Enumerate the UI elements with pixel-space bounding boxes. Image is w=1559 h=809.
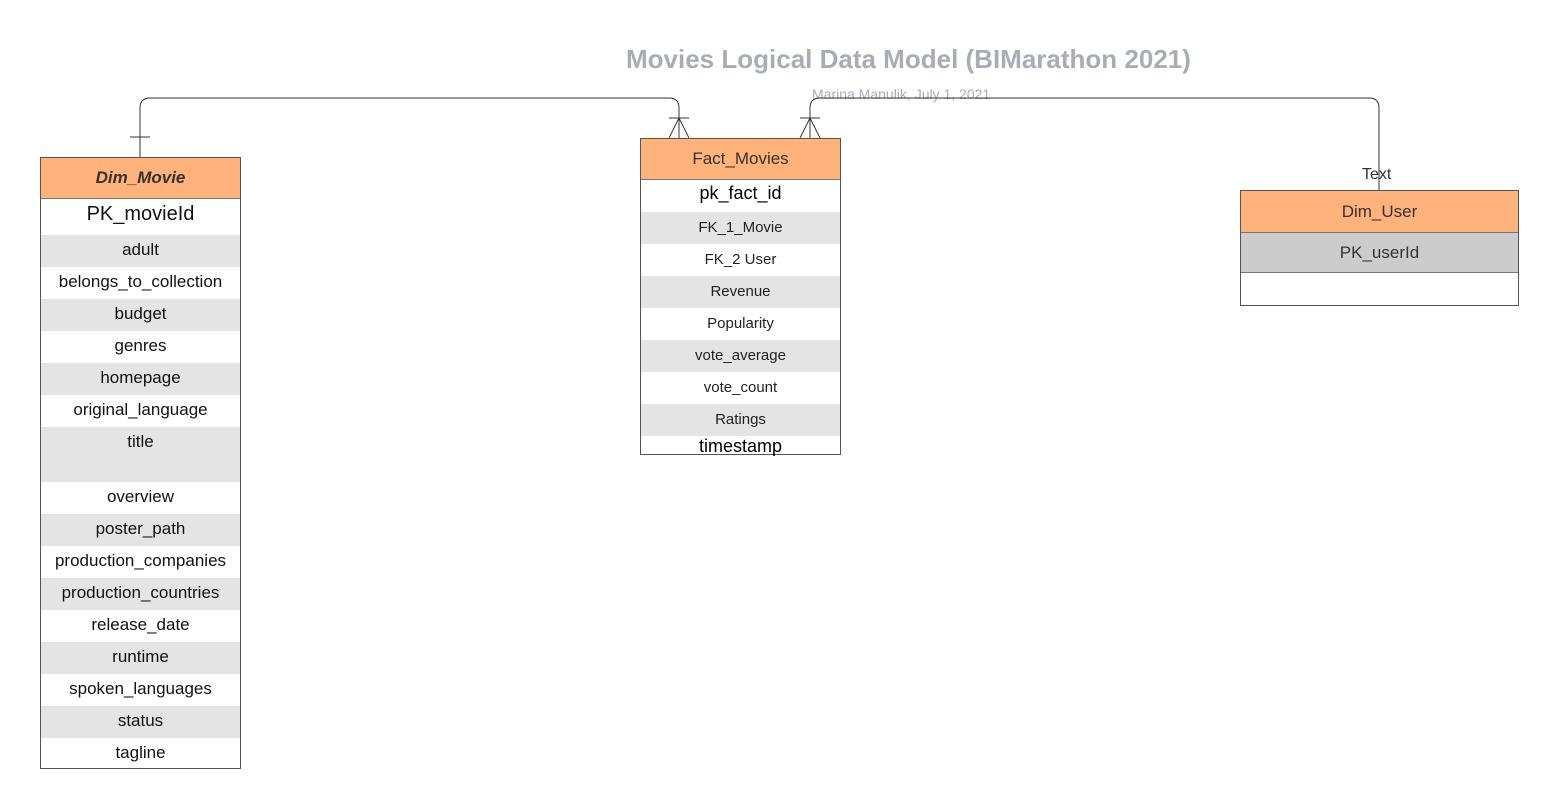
- crowfoot-marker: [668, 117, 680, 139]
- relationship-label: Text: [1362, 166, 1392, 183]
- entity-field: adult: [41, 235, 240, 267]
- entity-field: belongs_to_collection: [58, 272, 223, 291]
- entity-field: vote_count: [703, 379, 778, 396]
- relationship-line-movie-fact: [139, 97, 680, 157]
- entity-field: runtime: [41, 642, 240, 674]
- entity-fact-movies[interactable]: Fact_Movies pk_fact_id FK_1_Movie FK_2 U…: [640, 138, 841, 456]
- entity-header: Dim_Movie: [41, 158, 240, 199]
- entity-field: release_date: [91, 615, 190, 634]
- entity-field: original_language: [73, 400, 208, 419]
- entity-field: tagline: [115, 743, 166, 762]
- entity-dim-user[interactable]: Dim_User PK_userId: [1240, 190, 1519, 306]
- entity-field: FK_1_Movie: [641, 212, 840, 244]
- entity-field: genres: [114, 336, 167, 355]
- diagram-title: Movies Logical Data Model (BIMarathon 20…: [626, 44, 1191, 74]
- entity-header: Dim_User: [1241, 191, 1518, 233]
- crowfoot-marker: [799, 117, 811, 139]
- entity-field: budget: [41, 299, 240, 331]
- relationship-line-user-fact: [809, 97, 1380, 190]
- entity-field: vote_average: [641, 340, 840, 372]
- entity-field: Revenue: [641, 276, 840, 308]
- entity-field: pk_fact_id: [699, 183, 782, 203]
- crowfoot-marker: [809, 117, 821, 139]
- entity-dim-movie[interactable]: Dim_Movie PK_movieId adult belongs_to_co…: [40, 157, 241, 769]
- entity-field: poster_path: [41, 514, 240, 546]
- entity-field: production_countries: [41, 578, 240, 610]
- entity-field: overview: [106, 487, 175, 506]
- entity-field: PK_userId: [1241, 233, 1518, 273]
- crowfoot-marker: [678, 117, 690, 139]
- entity-field: spoken_languages: [69, 679, 212, 698]
- entity-field: homepage: [41, 363, 240, 395]
- entity-field: FK_2 User: [704, 251, 777, 268]
- entity-field: production_companies: [54, 551, 227, 570]
- entity-field: Popularity: [707, 315, 774, 332]
- entity-field: timestamp: [698, 436, 783, 456]
- entity-field: title: [41, 427, 240, 482]
- entity-field: Ratings: [641, 404, 840, 436]
- entity-header: Fact_Movies: [641, 139, 840, 180]
- entity-field: status: [41, 706, 240, 738]
- entity-field: PK_movieId: [86, 203, 195, 225]
